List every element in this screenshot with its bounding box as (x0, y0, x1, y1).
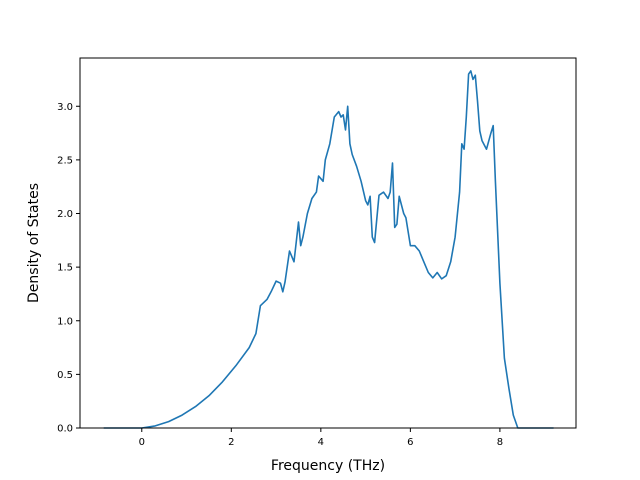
y-tick-label: 2.5 (57, 155, 73, 166)
x-tick-label: 4 (318, 437, 324, 448)
y-axis: 0.0 0.5 1.0 1.5 2.0 2.5 3.0 (57, 102, 80, 435)
y-axis-title: Density of States (26, 183, 42, 303)
y-tick-label: 1.0 (57, 316, 73, 327)
dos-series-line (103, 70, 554, 429)
x-axis: 0 2 4 6 8 (139, 428, 503, 448)
x-tick-label: 8 (497, 437, 503, 448)
y-tick-label: 0.5 (57, 370, 73, 381)
x-axis-title: Frequency (THz) (271, 458, 385, 474)
y-tick-label: 0.0 (57, 424, 73, 435)
plot-frame (79, 57, 577, 429)
series-layer (103, 70, 554, 429)
y-tick-label: 2.0 (57, 209, 73, 220)
y-tick-label: 3.0 (57, 102, 73, 113)
x-tick-label: 2 (228, 437, 234, 448)
y-tick-label: 1.5 (57, 263, 73, 274)
x-tick-label: 0 (139, 437, 145, 448)
plot-background (80, 58, 576, 428)
x-tick-label: 6 (407, 437, 413, 448)
